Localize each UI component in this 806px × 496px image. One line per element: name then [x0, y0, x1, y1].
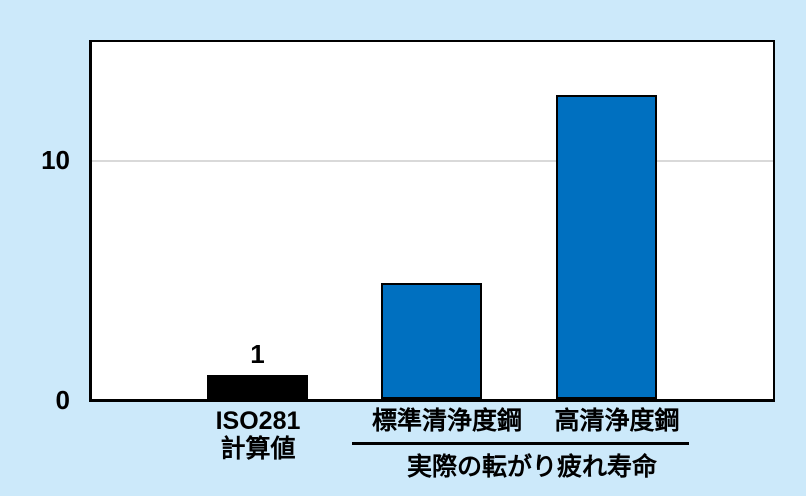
plot-area: 1 — [89, 40, 775, 402]
y-axis-tick-0: 0 — [55, 385, 70, 415]
x-group-underline — [352, 442, 689, 445]
y-axis-tick-10: 10 — [41, 145, 70, 175]
gridline-10 — [92, 160, 773, 162]
bar-high-cleanliness-steel — [556, 95, 657, 399]
category-label-high-cleanliness-steel: 高清浄度鋼 — [554, 407, 680, 435]
category-label-iso281-line2: 計算値 — [220, 435, 296, 463]
x-group-label: 実際の転がり疲れ寿命 — [406, 453, 657, 481]
category-label-iso281-line1: ISO281 — [215, 407, 301, 435]
bar-value-label: 1 — [250, 339, 265, 369]
category-label-iso281: ISO281 計算値 — [133, 407, 383, 463]
category-label-standard-cleanliness-steel: 標準清浄度鋼 — [371, 407, 522, 435]
bar-iso281-calculated-value — [207, 375, 308, 399]
bar-standard-cleanliness-steel — [381, 283, 482, 399]
